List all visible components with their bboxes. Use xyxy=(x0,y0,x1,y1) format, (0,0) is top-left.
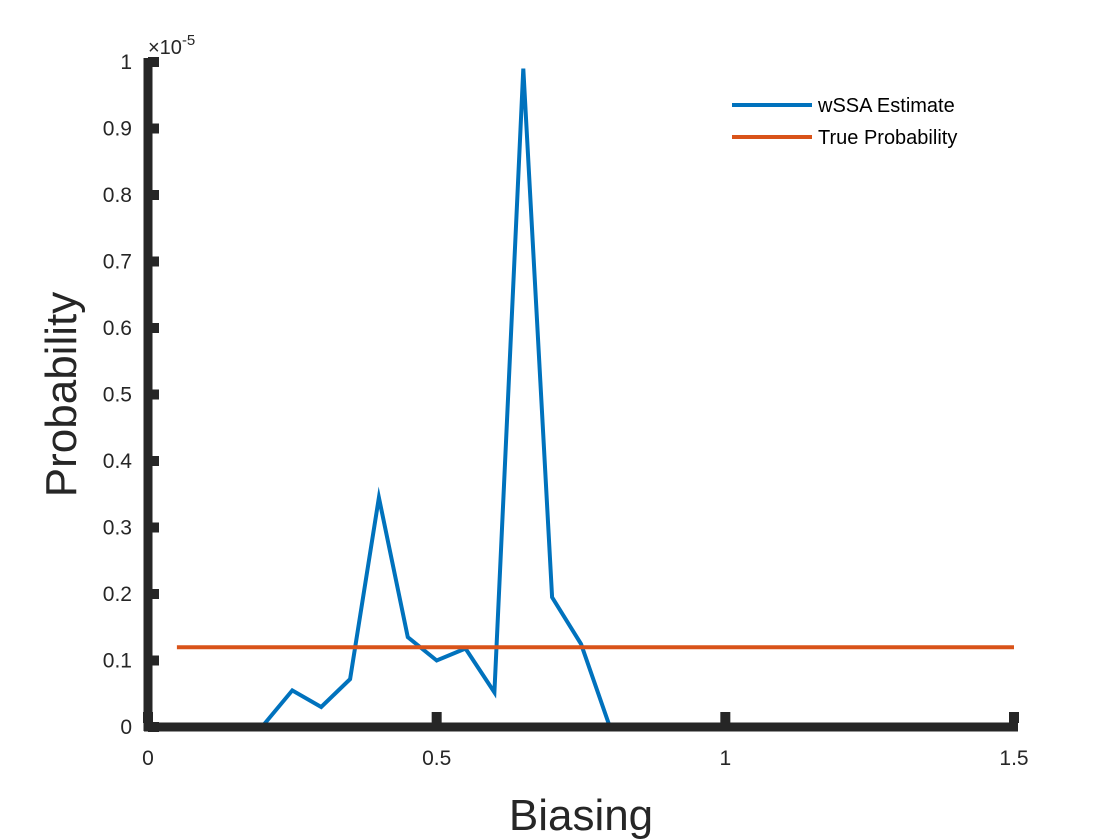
x-axis-title: Biasing xyxy=(509,791,653,840)
y-tick-label: 0.9 xyxy=(103,118,132,141)
x-tick-label: 0 xyxy=(142,747,154,770)
y-tick-mark xyxy=(148,389,159,400)
y-tick-mark xyxy=(148,722,159,732)
x-tick-label: 1 xyxy=(719,747,731,770)
x-tick-mark xyxy=(720,712,731,723)
series-line-wssa-estimate xyxy=(176,68,1014,729)
y-tick-label: 0.5 xyxy=(103,384,132,407)
series-layer xyxy=(176,68,1014,729)
y-tick-mark xyxy=(148,57,159,67)
y-exponent-base: ×10 xyxy=(148,37,182,59)
x-tick-label: 1.5 xyxy=(999,747,1028,770)
y-tick-label: 0.4 xyxy=(103,450,133,473)
y-tick-mark xyxy=(148,123,159,134)
y-tick-mark xyxy=(148,589,159,599)
y-tick-label: 0.8 xyxy=(103,184,132,207)
x-tick-mark xyxy=(1009,712,1019,723)
y-tick-label: 0.3 xyxy=(103,517,132,540)
y-axis-title: Probability xyxy=(37,292,86,497)
y-tick-mark xyxy=(148,323,159,333)
y-tick-mark xyxy=(148,522,159,533)
legend: wSSA Estimate True Probability xyxy=(732,95,957,149)
y-tick-label: 0 xyxy=(120,716,132,739)
y-tick-mark xyxy=(148,256,159,267)
ticks-layer: 0 0.1 0.2 0.3 0.4 0.5 0.6 0.7 0.8 0.9 1 0 0.5 1 1.5 xyxy=(103,51,1029,770)
y-tick-label: 0.6 xyxy=(103,317,132,340)
x-tick-mark xyxy=(143,712,153,723)
y-tick-mark xyxy=(148,456,159,466)
x-tick-mark xyxy=(431,712,442,723)
y-tick-mark xyxy=(148,655,159,666)
y-tick-label: 0.2 xyxy=(103,583,132,606)
y-tick-mark xyxy=(148,190,159,200)
y-tick-label: 0.1 xyxy=(103,650,132,673)
y-tick-label: 1 xyxy=(120,51,132,74)
x-tick-label: 0.5 xyxy=(422,747,451,770)
y-exponent-power: -5 xyxy=(182,32,195,49)
axes-layer xyxy=(143,58,1018,732)
legend-label: wSSA Estimate xyxy=(817,95,955,117)
legend-label: True Probability xyxy=(818,127,957,149)
y-tick-label: 0.7 xyxy=(103,251,132,274)
y-exponent-label: ×10-5 xyxy=(148,32,195,59)
